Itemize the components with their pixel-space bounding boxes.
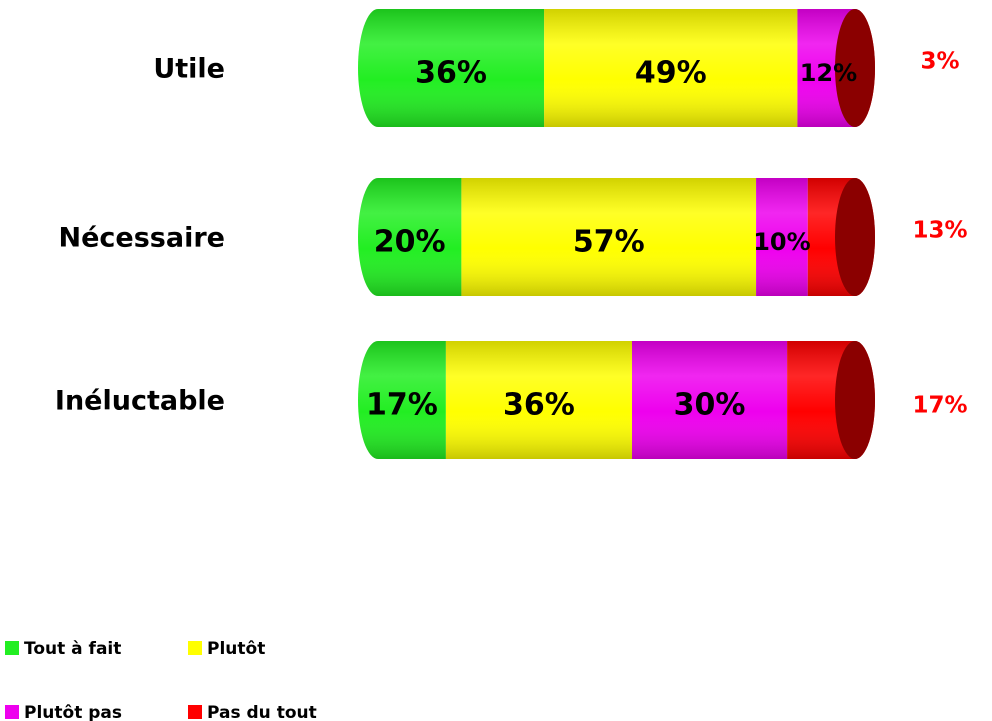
value-label: 36% bbox=[415, 56, 487, 91]
legend-swatch bbox=[5, 641, 19, 655]
legend-swatch bbox=[5, 705, 19, 719]
bar-end-cap bbox=[835, 178, 875, 296]
bar-shading bbox=[358, 9, 875, 127]
category-label: Utile bbox=[153, 54, 225, 85]
legend-swatch bbox=[188, 705, 202, 719]
value-label: 20% bbox=[374, 225, 446, 260]
bar-row bbox=[358, 178, 875, 296]
category-label: Inéluctable bbox=[55, 386, 225, 417]
bar-shading bbox=[358, 178, 875, 296]
value-label: 17% bbox=[366, 388, 438, 423]
value-label: 57% bbox=[573, 225, 645, 260]
bar-end-cap bbox=[835, 341, 875, 459]
value-label: 13% bbox=[912, 218, 967, 244]
category-label: Nécessaire bbox=[59, 223, 225, 254]
legend-label: Pas du tout bbox=[207, 703, 317, 721]
legend-label: Plutôt bbox=[207, 639, 265, 659]
legend-label: Tout à fait bbox=[24, 639, 121, 659]
value-label: 30% bbox=[674, 388, 746, 423]
value-label: 10% bbox=[753, 228, 810, 256]
value-label: 12% bbox=[800, 59, 857, 87]
legend-swatch bbox=[188, 641, 202, 655]
value-label: 17% bbox=[912, 393, 967, 419]
bar-row bbox=[358, 9, 875, 127]
value-label: 36% bbox=[503, 388, 575, 423]
bar-shading bbox=[358, 341, 875, 459]
bar-row bbox=[358, 341, 875, 459]
value-label: 3% bbox=[920, 49, 959, 75]
value-label: 49% bbox=[635, 56, 707, 91]
bar-end-cap bbox=[835, 9, 875, 127]
legend-label: Plutôt pas bbox=[24, 703, 122, 721]
